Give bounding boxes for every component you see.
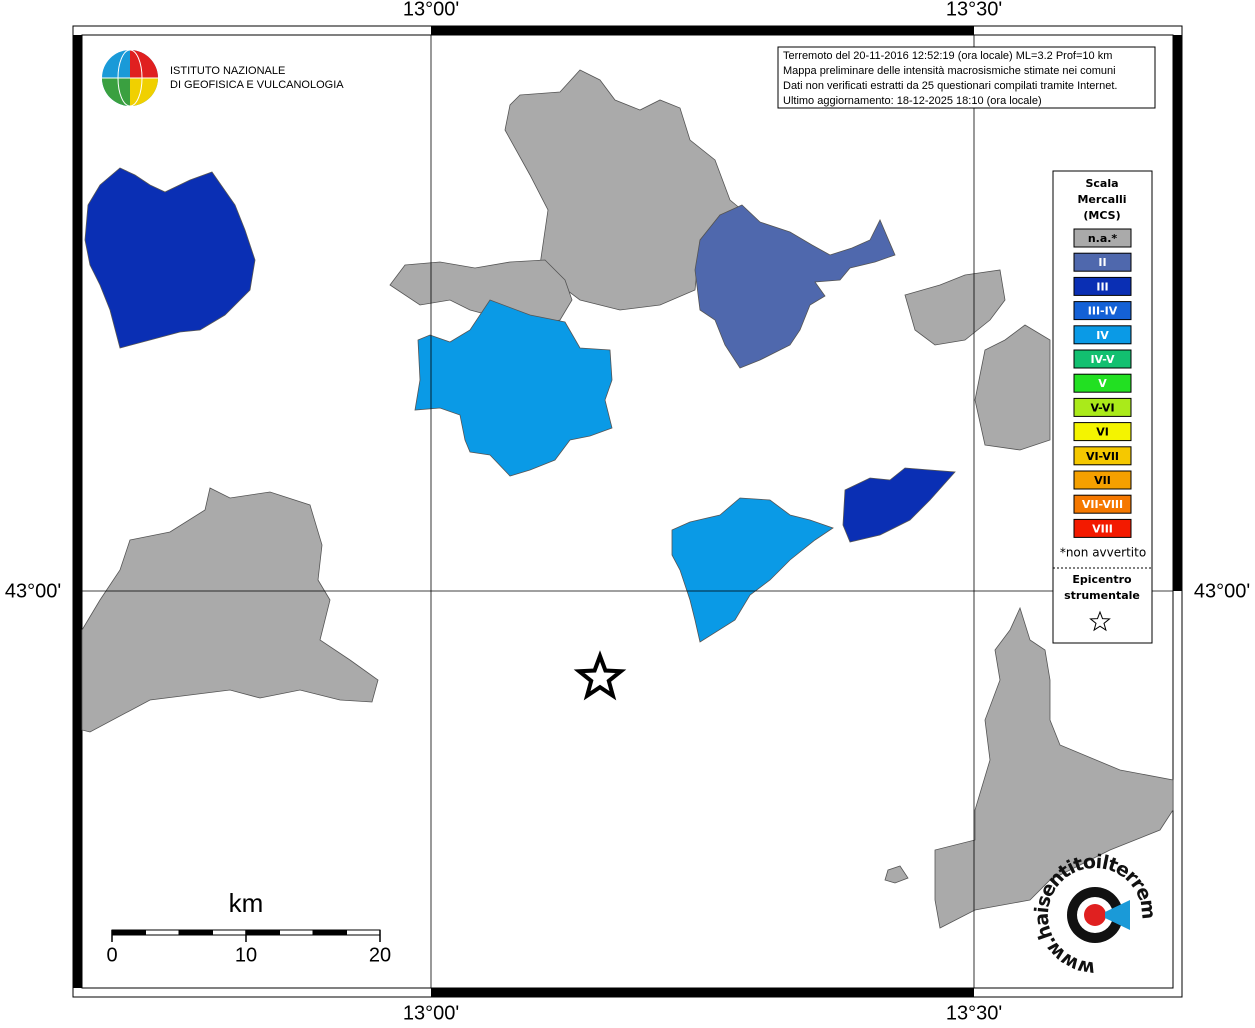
legend-title: Scala: [1085, 177, 1118, 190]
frame-bar: [73, 35, 82, 988]
legend-title: Mercalli: [1077, 193, 1126, 206]
municipality: [81, 487, 379, 733]
watermark-horn: [1105, 900, 1130, 930]
graticule: [82, 35, 1173, 988]
scale-label: 0: [106, 944, 117, 966]
legend-swatch: [1073, 446, 1132, 466]
legend-note: *non avvertito: [1060, 546, 1146, 560]
legend-label: VIII: [1092, 522, 1113, 535]
municipalities: [81, 69, 1174, 929]
legend-label: VII-VIII: [1082, 498, 1123, 511]
legend-swatch: [1073, 518, 1132, 538]
legend-epicenter: strumentale: [1064, 589, 1140, 602]
logo-globe: [130, 50, 158, 78]
frame-bar: [431, 26, 974, 35]
legend-swatch: [1073, 252, 1132, 272]
legend-label: III: [1096, 280, 1108, 293]
frame-bar: [431, 988, 974, 997]
legend-label: IV: [1096, 329, 1109, 342]
watermark-target: [1084, 904, 1106, 926]
scale-segment: [346, 929, 381, 936]
municipality: [904, 269, 1006, 346]
ingv-logo: ISTITUTO NAZIONALE DI GEOFISICA E VULCAN…: [102, 49, 344, 107]
legend-swatch: [1073, 228, 1132, 248]
scale-bar: 0 10 20: [106, 929, 391, 966]
legend-swatch: [1073, 422, 1132, 442]
legend-swatch: [1073, 301, 1132, 321]
legend-swatch: [1073, 397, 1132, 417]
scale-unit: km: [229, 888, 264, 918]
scale-segment: [245, 929, 280, 936]
logo-text: ISTITUTO NAZIONALE: [170, 65, 285, 77]
legend-label: II: [1098, 256, 1106, 269]
municipality: [934, 606, 1174, 929]
municipality: [884, 865, 909, 884]
info-box: [777, 46, 1156, 109]
logo-text: DI GEOFISICA E VULCANOLOGIA: [170, 79, 344, 91]
legend-title: (MCS): [1083, 209, 1120, 222]
municipality: [414, 299, 613, 477]
epicenter-star: [573, 650, 627, 701]
lon-label: 13°00': [403, 0, 459, 20]
scale-label: 20: [369, 944, 391, 966]
info-line: Dati non verificati estratti da 25 quest…: [783, 80, 1117, 92]
frame-bar: [1173, 35, 1182, 591]
municipality: [974, 324, 1051, 451]
lon-label: 13°30': [946, 0, 1002, 20]
lat-label: 43°00': [1194, 580, 1250, 602]
lon-label: 13°00': [403, 1002, 459, 1024]
legend-star: [1089, 610, 1111, 632]
municipality: [389, 259, 573, 326]
lat-label: 43°00': [5, 580, 61, 602]
legend-label: VI-VII: [1086, 450, 1119, 463]
municipality: [84, 167, 256, 349]
scale-segment: [279, 929, 314, 936]
info-line: Mappa preliminare delle intensità macros…: [783, 65, 1116, 77]
legend-swatch: [1073, 494, 1132, 514]
scale-segment: [111, 929, 146, 936]
legend-swatch: [1073, 373, 1132, 393]
info-line: Ultimo aggiornamento: 18-12-2025 18:10 (…: [783, 95, 1042, 107]
info-line: Terremoto del 20-11-2016 12:52:19 (ora l…: [783, 50, 1112, 62]
municipality: [694, 204, 896, 369]
legend-epicenter: Epicentro: [1072, 573, 1132, 586]
scale-segment: [312, 929, 347, 936]
scale-label: 10: [235, 944, 257, 966]
municipality: [671, 497, 834, 643]
legend-label: VI: [1096, 426, 1109, 439]
legend-label: V-VI: [1090, 401, 1114, 414]
legend-swatch: [1073, 276, 1132, 296]
municipality: [842, 467, 956, 543]
logo-globe: [130, 78, 158, 106]
lon-label: 13°30': [946, 1002, 1002, 1024]
info-lines: Terremoto del 20-11-2016 12:52:19 (ora l…: [783, 50, 1117, 107]
legend: ScalaMercalli(MCS)n.a.*IIIIIIII-IVIVIV-V…: [1060, 177, 1146, 602]
legend-label: V: [1098, 377, 1107, 390]
logo-globe: [102, 78, 130, 106]
scale-segment: [212, 929, 247, 936]
legend-label: VII: [1094, 474, 1111, 487]
legend-label: III-IV: [1088, 305, 1118, 318]
legend-label: IV-V: [1090, 353, 1115, 366]
legend-label: n.a.*: [1088, 232, 1118, 245]
scale-segment: [178, 929, 213, 936]
legend-swatch: [1073, 325, 1132, 345]
legend-swatch: [1073, 349, 1132, 369]
legend-swatch: [1073, 470, 1132, 490]
scale-segment: [145, 929, 180, 936]
